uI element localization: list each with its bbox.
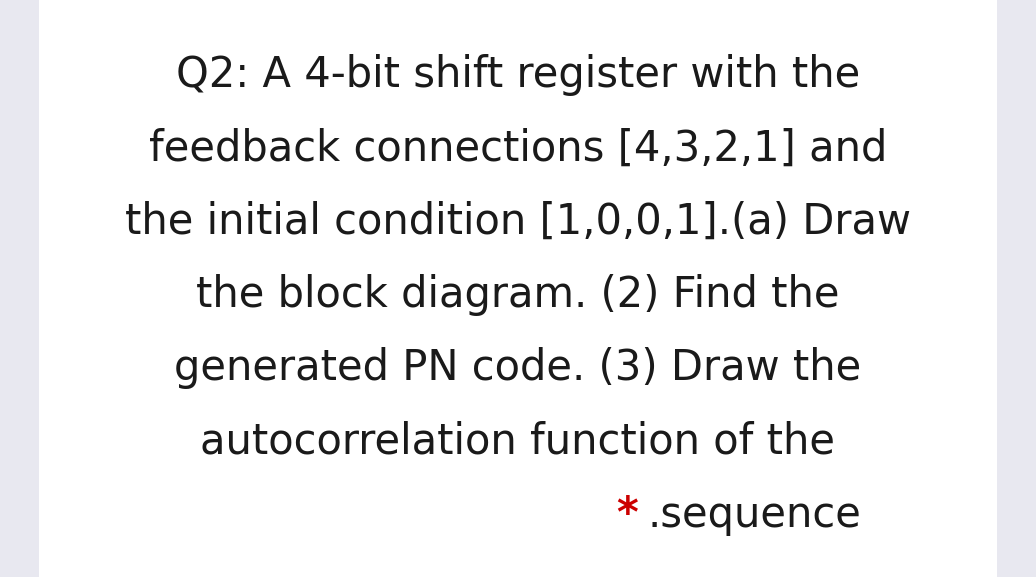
Text: generated PN code. (3) Draw the: generated PN code. (3) Draw the [174, 347, 862, 389]
Text: .sequence: .sequence [648, 494, 861, 535]
Text: feedback connections [4,3,2,1] and: feedback connections [4,3,2,1] and [149, 128, 887, 169]
Text: Q2: A 4-bit shift register with the: Q2: A 4-bit shift register with the [176, 54, 860, 96]
Text: the block diagram. (2) Find the: the block diagram. (2) Find the [196, 274, 840, 316]
Text: the initial condition [1,0,0,1].(a) Draw: the initial condition [1,0,0,1].(a) Draw [125, 201, 911, 242]
Text: autocorrelation function of the: autocorrelation function of the [201, 421, 835, 462]
FancyBboxPatch shape [39, 0, 997, 577]
Text: *: * [616, 494, 638, 535]
